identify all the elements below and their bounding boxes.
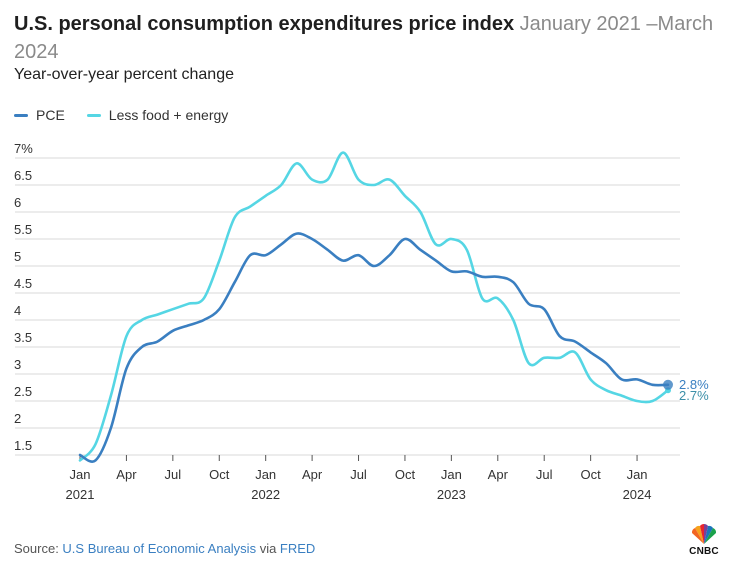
legend-item-core: Less food + energy: [86, 107, 229, 123]
y-tick-label: 7%: [14, 141, 33, 156]
y-tick-label: 3.5: [14, 330, 32, 345]
y-tick-label: 4: [14, 303, 21, 318]
source-via: via: [256, 541, 280, 556]
chart-title-block: U.S. personal consumption expenditures p…: [14, 10, 714, 66]
end-label-core: 2.8%: [679, 377, 709, 392]
x-tick-label: Apr: [116, 467, 137, 482]
peacock-icon: [691, 524, 717, 544]
x-tick-year-label: 2022: [251, 487, 280, 502]
source-bea-link[interactable]: U.S Bureau of Economic Analysis: [62, 541, 257, 556]
x-tick-label: Oct: [209, 467, 230, 482]
source-fred-link[interactable]: FRED: [279, 541, 316, 556]
x-tick-label: Apr: [488, 467, 509, 482]
series-line-pce: [78, 151, 670, 462]
legend-item-pce: PCE: [14, 107, 65, 123]
x-tick-label: Jan: [441, 467, 462, 482]
x-tick-label: Jul: [350, 467, 367, 482]
y-tick-label: 5: [14, 249, 21, 264]
x-tick-label: Jan: [70, 467, 91, 482]
x-tick-year-label: 2021: [66, 487, 95, 502]
x-tick-label: Jan: [627, 467, 648, 482]
end-marker-core: [663, 379, 673, 390]
legend-swatch-core: [86, 113, 101, 117]
end-label-pce: 2.7%: [679, 388, 709, 403]
cnbc-logo-text: CNBC: [689, 546, 719, 557]
series-line-core: [78, 232, 670, 463]
source-line: Source: U.S Bureau of Economic Analysis …: [14, 541, 315, 556]
legend-label-pce: PCE: [36, 107, 65, 123]
y-tick-label: 5.5: [14, 222, 32, 237]
legend-label-core: Less food + energy: [108, 107, 229, 123]
x-tick-label: Jan: [255, 467, 276, 482]
x-tick-label: Apr: [302, 467, 323, 482]
legend-swatch-pce: [14, 113, 28, 117]
line-chart: 7% 6.5 6 5.5 5 4.5 4 3.5 3 2.5 2 1.5 Jan 2021 Apr Jul Oc…: [14, 141, 709, 502]
y-tick-label: 2.5: [14, 384, 32, 399]
chart-legend: PCE Less food + energy: [14, 107, 250, 123]
source-prefix: Source:: [14, 541, 63, 556]
y-tick-label: 2: [14, 411, 21, 426]
y-tick-label: 3: [14, 357, 21, 372]
x-tick-label: Oct: [581, 467, 602, 482]
y-tick-label: 1.5: [14, 438, 32, 453]
chart-date-range: January 2021 –March 2024: [14, 13, 714, 63]
x-tick-label: Jul: [165, 467, 182, 482]
x-tick-label: Jul: [536, 467, 553, 482]
x-tick-year-label: 2024: [623, 487, 652, 502]
chart-title: U.S. personal consumption expenditures p…: [14, 13, 515, 35]
x-tick-year-label: 2023: [437, 487, 466, 502]
chart-subtitle: Year-over-year percent change: [14, 66, 234, 83]
x-tick-label: Oct: [395, 467, 416, 482]
y-tick-label: 6.5: [14, 168, 32, 183]
y-tick-label: 4.5: [14, 276, 32, 291]
cnbc-logo: CNBC: [684, 522, 724, 560]
y-tick-label: 6: [14, 195, 21, 210]
